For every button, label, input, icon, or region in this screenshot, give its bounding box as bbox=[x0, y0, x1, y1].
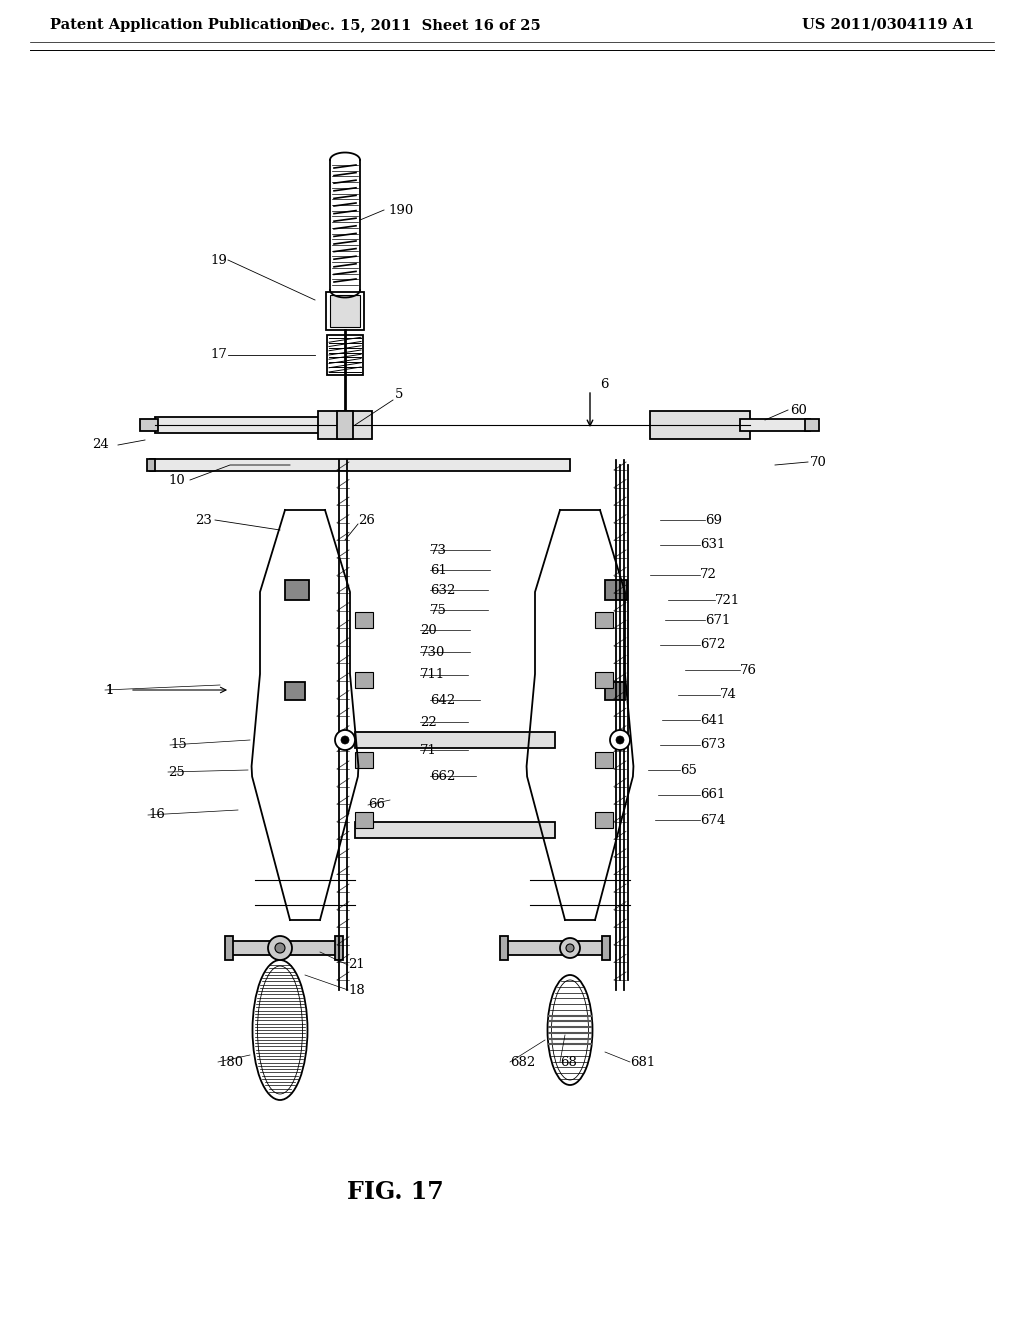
Text: 68: 68 bbox=[560, 1056, 577, 1068]
Text: 1: 1 bbox=[105, 684, 114, 697]
Text: 76: 76 bbox=[740, 664, 757, 676]
Bar bbox=[505, 941, 605, 954]
Text: 190: 190 bbox=[388, 203, 414, 216]
Bar bbox=[327, 335, 362, 375]
Bar bbox=[595, 672, 613, 688]
Bar bbox=[337, 411, 353, 440]
Circle shape bbox=[275, 942, 285, 953]
Text: 19: 19 bbox=[210, 253, 227, 267]
Bar bbox=[740, 418, 810, 432]
Text: 671: 671 bbox=[705, 614, 730, 627]
Bar bbox=[230, 941, 340, 954]
Text: Dec. 15, 2011  Sheet 16 of 25: Dec. 15, 2011 Sheet 16 of 25 bbox=[299, 18, 541, 32]
Bar bbox=[500, 936, 508, 960]
Bar bbox=[326, 292, 364, 330]
Text: 74: 74 bbox=[720, 689, 737, 701]
Bar bbox=[355, 812, 373, 828]
Text: 21: 21 bbox=[348, 958, 365, 972]
Text: 631: 631 bbox=[700, 539, 725, 552]
Text: FIG. 17: FIG. 17 bbox=[347, 1180, 443, 1204]
Text: 60: 60 bbox=[790, 404, 807, 417]
Text: 721: 721 bbox=[715, 594, 740, 606]
Bar bbox=[355, 612, 373, 628]
Text: 65: 65 bbox=[680, 763, 697, 776]
Text: 70: 70 bbox=[810, 455, 826, 469]
Text: 73: 73 bbox=[430, 544, 447, 557]
Bar bbox=[605, 682, 625, 700]
Text: 66: 66 bbox=[368, 799, 385, 812]
Circle shape bbox=[341, 737, 349, 744]
Bar bbox=[285, 682, 305, 700]
Bar bbox=[335, 936, 343, 960]
Bar bbox=[355, 672, 373, 688]
Circle shape bbox=[335, 730, 355, 750]
Text: 682: 682 bbox=[510, 1056, 536, 1068]
Text: 26: 26 bbox=[358, 513, 375, 527]
Text: 25: 25 bbox=[168, 766, 184, 779]
Text: 61: 61 bbox=[430, 564, 446, 577]
Text: 23: 23 bbox=[195, 513, 212, 527]
Text: 673: 673 bbox=[700, 738, 725, 751]
Text: 661: 661 bbox=[700, 788, 725, 801]
Text: 672: 672 bbox=[700, 639, 725, 652]
Bar bbox=[805, 418, 819, 432]
Bar bbox=[140, 418, 158, 432]
Circle shape bbox=[268, 936, 292, 960]
Text: 20: 20 bbox=[420, 623, 437, 636]
Text: Patent Application Publication: Patent Application Publication bbox=[50, 18, 302, 32]
Bar bbox=[355, 822, 555, 838]
Text: 18: 18 bbox=[348, 983, 365, 997]
Text: 6: 6 bbox=[600, 379, 608, 392]
Bar bbox=[355, 733, 555, 748]
Circle shape bbox=[616, 737, 624, 744]
Text: 71: 71 bbox=[420, 743, 437, 756]
Bar bbox=[595, 812, 613, 828]
Text: 730: 730 bbox=[420, 645, 445, 659]
Bar bbox=[595, 752, 613, 768]
Bar bbox=[330, 294, 360, 327]
Text: 632: 632 bbox=[430, 583, 456, 597]
Bar bbox=[155, 417, 365, 433]
Bar bbox=[318, 411, 372, 440]
Bar bbox=[225, 936, 233, 960]
Text: 72: 72 bbox=[700, 569, 717, 582]
Bar bbox=[650, 411, 750, 440]
Bar bbox=[602, 936, 610, 960]
Text: 5: 5 bbox=[395, 388, 403, 401]
Text: 711: 711 bbox=[420, 668, 445, 681]
Bar bbox=[355, 752, 373, 768]
Text: 24: 24 bbox=[92, 438, 109, 451]
Text: 641: 641 bbox=[700, 714, 725, 726]
Bar bbox=[147, 459, 155, 471]
Text: US 2011/0304119 A1: US 2011/0304119 A1 bbox=[802, 18, 974, 32]
Text: 17: 17 bbox=[210, 348, 227, 362]
Text: 15: 15 bbox=[170, 738, 186, 751]
Text: 75: 75 bbox=[430, 603, 446, 616]
Text: 22: 22 bbox=[420, 715, 437, 729]
Text: 681: 681 bbox=[630, 1056, 655, 1068]
Text: 10: 10 bbox=[168, 474, 184, 487]
Bar bbox=[605, 579, 627, 601]
Text: 642: 642 bbox=[430, 693, 456, 706]
Circle shape bbox=[610, 730, 630, 750]
Circle shape bbox=[566, 944, 574, 952]
Text: 69: 69 bbox=[705, 513, 722, 527]
Bar bbox=[150, 459, 570, 471]
Circle shape bbox=[560, 939, 580, 958]
Text: 1: 1 bbox=[105, 684, 114, 697]
Text: 180: 180 bbox=[218, 1056, 243, 1068]
Text: 674: 674 bbox=[700, 813, 725, 826]
Bar bbox=[595, 612, 613, 628]
Text: 662: 662 bbox=[430, 770, 456, 783]
Text: 16: 16 bbox=[148, 808, 165, 821]
Bar bbox=[285, 579, 309, 601]
